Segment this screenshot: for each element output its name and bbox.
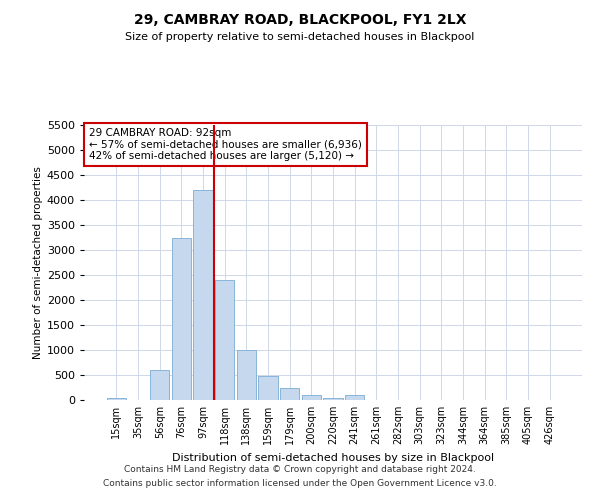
Text: Contains public sector information licensed under the Open Government Licence v3: Contains public sector information licen…: [103, 478, 497, 488]
Bar: [258, 376, 278, 400]
Bar: [323, 398, 343, 400]
Bar: [193, 190, 213, 400]
Text: Contains HM Land Registry data © Crown copyright and database right 2024.: Contains HM Land Registry data © Crown c…: [124, 465, 476, 474]
Bar: [302, 395, 321, 400]
Text: 29 CAMBRAY ROAD: 92sqm
← 57% of semi-detached houses are smaller (6,936)
42% of : 29 CAMBRAY ROAD: 92sqm ← 57% of semi-det…: [89, 128, 362, 161]
Bar: [280, 388, 299, 400]
Bar: [215, 280, 235, 400]
Bar: [345, 395, 364, 400]
Bar: [236, 350, 256, 400]
Text: Size of property relative to semi-detached houses in Blackpool: Size of property relative to semi-detach…: [125, 32, 475, 42]
Bar: [150, 370, 169, 400]
Y-axis label: Number of semi-detached properties: Number of semi-detached properties: [32, 166, 43, 359]
Text: 29, CAMBRAY ROAD, BLACKPOOL, FY1 2LX: 29, CAMBRAY ROAD, BLACKPOOL, FY1 2LX: [134, 12, 466, 26]
Bar: [172, 238, 191, 400]
Bar: [107, 398, 126, 400]
X-axis label: Distribution of semi-detached houses by size in Blackpool: Distribution of semi-detached houses by …: [172, 452, 494, 462]
